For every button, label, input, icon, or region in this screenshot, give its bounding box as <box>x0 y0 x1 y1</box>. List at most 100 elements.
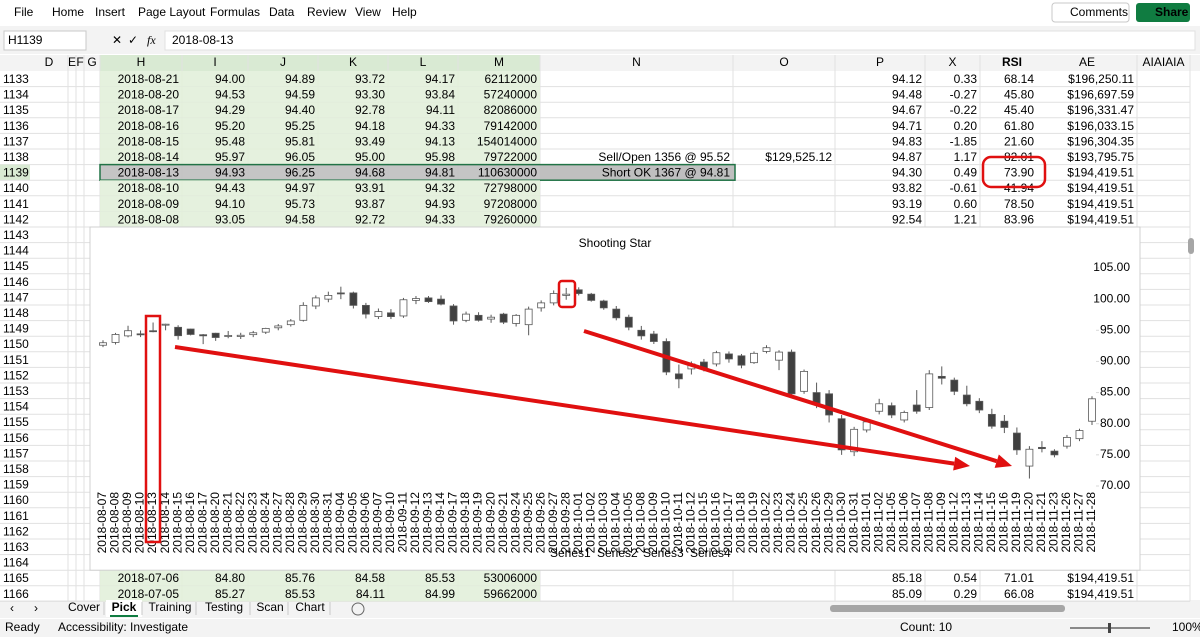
cell[interactable]: 83.96 <box>1004 212 1034 226</box>
cell[interactable]: 2018-08-17 <box>118 103 180 117</box>
sheet-tab[interactable]: Pick <box>112 600 137 614</box>
cell[interactable]: 85.76 <box>285 571 315 585</box>
cell[interactable]: 94.12 <box>892 72 922 86</box>
cell[interactable]: -0.27 <box>950 88 978 102</box>
cell[interactable]: 93.87 <box>355 197 385 211</box>
cell[interactable]: 92.78 <box>355 103 385 117</box>
row-number[interactable]: 1157 <box>3 446 29 460</box>
h-scrollbar-thumb[interactable] <box>830 605 1065 612</box>
cell[interactable]: $194,419.51 <box>1067 197 1134 211</box>
row-number[interactable]: 1149 <box>3 322 29 336</box>
formula-input[interactable] <box>164 30 1196 51</box>
cell[interactable]: $194,419.51 <box>1067 181 1134 195</box>
menu-item[interactable]: Home <box>52 5 84 19</box>
fx-icon[interactable]: fx <box>147 33 156 47</box>
status-accessibility[interactable]: Accessibility: Investigate <box>58 620 188 634</box>
cell[interactable]: 93.30 <box>355 88 385 102</box>
cell[interactable]: 94.58 <box>285 212 315 226</box>
row-number[interactable]: 1142 <box>3 212 29 226</box>
cell[interactable]: 1.21 <box>954 212 978 226</box>
name-box[interactable] <box>3 30 87 51</box>
cell[interactable]: 94.00 <box>215 72 245 86</box>
cell[interactable]: 82086000 <box>484 103 538 117</box>
column-header[interactable]: G <box>87 55 96 69</box>
cell[interactable]: 95.48 <box>215 134 245 148</box>
row-number[interactable]: 1152 <box>3 368 29 382</box>
cell[interactable]: 94.17 <box>425 72 455 86</box>
cell[interactable]: 84.58 <box>355 571 385 585</box>
sheet-tab[interactable]: Training <box>149 600 192 614</box>
row-number[interactable]: 1155 <box>3 415 29 429</box>
cell[interactable]: $196,331.47 <box>1067 103 1134 117</box>
share-label[interactable]: Share <box>1155 5 1189 19</box>
cell[interactable]: 21.60 <box>1004 134 1034 148</box>
cell[interactable]: 94.32 <box>425 181 455 195</box>
cell[interactable]: $196,304.35 <box>1067 134 1134 148</box>
cell[interactable]: 94.40 <box>285 103 315 117</box>
cell[interactable]: 94.33 <box>425 119 455 133</box>
row-number[interactable]: 1166 <box>3 587 29 601</box>
cell[interactable]: 2018-08-10 <box>118 181 180 195</box>
row-number[interactable]: 1154 <box>3 400 29 414</box>
cell[interactable]: 154014000 <box>477 134 537 148</box>
cell[interactable]: 68.14 <box>1004 72 1034 86</box>
cell[interactable]: 95.81 <box>285 134 315 148</box>
cell[interactable]: 96.25 <box>285 166 315 180</box>
cell[interactable]: 72798000 <box>484 181 538 195</box>
sheet-tab[interactable]: Cover <box>68 600 100 614</box>
cell[interactable]: 78.50 <box>1004 197 1034 211</box>
menu-item[interactable]: Review <box>307 5 347 19</box>
menu-item[interactable]: Insert <box>95 5 126 19</box>
row-number[interactable]: 1165 <box>3 571 29 585</box>
row-number[interactable]: 1139 <box>3 166 29 180</box>
cell[interactable]: 45.80 <box>1004 88 1034 102</box>
cell[interactable]: -1.85 <box>950 134 978 148</box>
menu-item[interactable]: Help <box>392 5 417 19</box>
column-header[interactable]: AIAIAIA <box>1142 55 1184 69</box>
cell[interactable]: 2018-08-16 <box>118 119 180 133</box>
cell[interactable]: 94.97 <box>285 181 315 195</box>
add-sheet[interactable] <box>351 602 365 616</box>
cell[interactable]: 57240000 <box>484 88 538 102</box>
cell[interactable]: 93.72 <box>355 72 385 86</box>
cell[interactable]: 0.33 <box>954 72 978 86</box>
cell[interactable]: $129,525.12 <box>765 150 832 164</box>
cell[interactable]: 0.29 <box>954 587 978 601</box>
cell[interactable]: 73.90 <box>1004 166 1034 180</box>
cell[interactable]: 2018-08-13 <box>118 166 180 180</box>
name-box-text[interactable]: H1139 <box>8 33 43 47</box>
cell[interactable]: 94.48 <box>892 88 922 102</box>
column-header[interactable]: J <box>280 55 286 69</box>
cell[interactable]: 61.80 <box>1004 119 1034 133</box>
cell[interactable]: 93.49 <box>355 134 385 148</box>
confirm-icon[interactable]: ✓ <box>128 33 138 47</box>
row-number[interactable]: 1143 <box>3 228 29 242</box>
row-number[interactable]: 1163 <box>3 540 29 554</box>
row-number[interactable]: 1153 <box>3 384 29 398</box>
column-header[interactable]: K <box>349 55 357 69</box>
tab-nav[interactable]: ‹ <box>10 601 14 615</box>
cell[interactable]: 97208000 <box>484 197 538 211</box>
row-number[interactable]: 1138 <box>3 150 29 164</box>
cell[interactable]: 94.59 <box>285 88 315 102</box>
cell[interactable]: 94.68 <box>355 166 385 180</box>
cell[interactable]: $194,419.51 <box>1067 571 1134 585</box>
cell[interactable]: 66.08 <box>1004 587 1034 601</box>
cell[interactable]: 110630000 <box>478 166 538 180</box>
cell[interactable]: 95.97 <box>215 150 245 164</box>
cell[interactable]: 79142000 <box>484 119 538 133</box>
cell[interactable]: 93.19 <box>892 197 922 211</box>
comments-button[interactable] <box>1051 2 1130 23</box>
column-header[interactable]: F <box>76 55 83 69</box>
column-header[interactable]: O <box>779 55 788 69</box>
cell[interactable]: Sell/Open 1356 @ 95.52 <box>598 150 730 164</box>
cell[interactable]: 84.99 <box>425 587 455 601</box>
menu-item[interactable]: File <box>14 5 34 19</box>
cell[interactable]: 2018-08-21 <box>118 72 180 86</box>
cell[interactable]: $196,033.15 <box>1067 119 1134 133</box>
cell[interactable]: 0.49 <box>954 166 978 180</box>
row-number[interactable]: 1156 <box>3 431 29 445</box>
column-header[interactable]: L <box>420 55 427 69</box>
share-button[interactable] <box>1136 3 1190 22</box>
cell[interactable]: 94.93 <box>425 197 455 211</box>
